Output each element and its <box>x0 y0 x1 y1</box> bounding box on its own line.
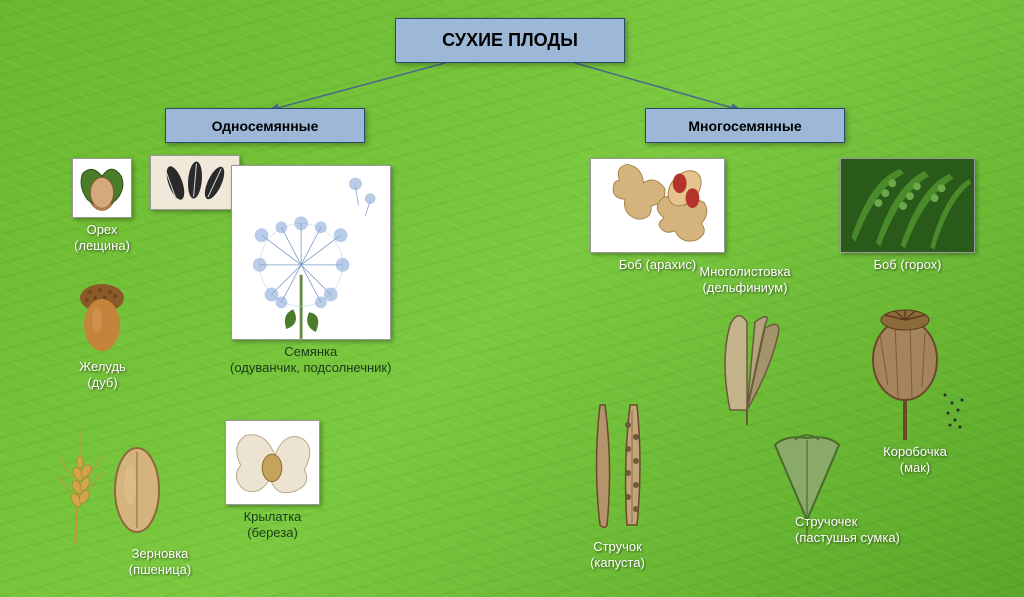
hazelnut-icon <box>72 158 132 218</box>
delphinium-icon <box>700 300 795 425</box>
item-hazelnut: Орех (лещина) <box>72 158 132 253</box>
category-left-label: Односемянные <box>212 118 319 134</box>
peanut-icon <box>590 158 725 253</box>
main-title: СУХИЕ ПЛОДЫ <box>442 30 578 51</box>
grain-icon <box>110 440 165 540</box>
follicle-label: Многолистовка (дельфиниум) <box>670 264 820 295</box>
sunflower-seeds-icon <box>150 155 240 210</box>
item-peas: Боб (горох) <box>840 158 975 273</box>
item-dandelion: Семянка (одуванчик, подсолнечник) <box>230 165 391 375</box>
hazelnut-label: Орех (лещина) <box>72 222 132 253</box>
acorn-icon <box>75 280 130 355</box>
item-poppy: Коробочка (мак) <box>860 285 970 475</box>
item-shepherd: Стручочек (пастушья сумка) <box>765 420 850 535</box>
item-acorn: Желудь (дуб) <box>75 280 130 390</box>
silicle-label: Стручочек (пастушья сумка) <box>795 514 975 545</box>
achene-label: Семянка (одуванчик, подсолнечник) <box>230 344 391 375</box>
item-peanut: Боб (арахис) <box>590 158 725 273</box>
item-delphinium: Многолистовка (дельфиниум) <box>700 300 795 425</box>
poppy-capsule-icon <box>860 285 970 440</box>
item-wheat <box>50 425 110 545</box>
item-birch: Крылатка (береза) <box>225 420 320 540</box>
item-cabbage: Стручок (капуста) <box>575 395 660 570</box>
birch-samara-icon <box>225 420 320 505</box>
main-title-box: СУХИЕ ПЛОДЫ <box>395 18 625 63</box>
wheat-icon <box>50 425 110 545</box>
acorn-label: Желудь (дуб) <box>75 359 130 390</box>
capsule-label: Коробочка (мак) <box>860 444 970 475</box>
item-sunflower-seeds <box>150 155 240 210</box>
peas-icon <box>840 158 975 253</box>
category-right-box: Многосемянные <box>645 108 845 143</box>
category-left-box: Односемянные <box>165 108 365 143</box>
dandelion-icon <box>231 165 391 340</box>
caryopsis-label: Зерновка (пшеница) <box>100 546 220 577</box>
item-grain: Зерновка (пшеница) <box>110 440 165 540</box>
category-right-label: Многосемянные <box>688 118 801 134</box>
samara-label: Крылатка (береза) <box>225 509 320 540</box>
cabbage-silique-icon <box>575 395 660 535</box>
silique-label: Стручок (капуста) <box>575 539 660 570</box>
peas-label: Боб (горох) <box>840 257 975 273</box>
